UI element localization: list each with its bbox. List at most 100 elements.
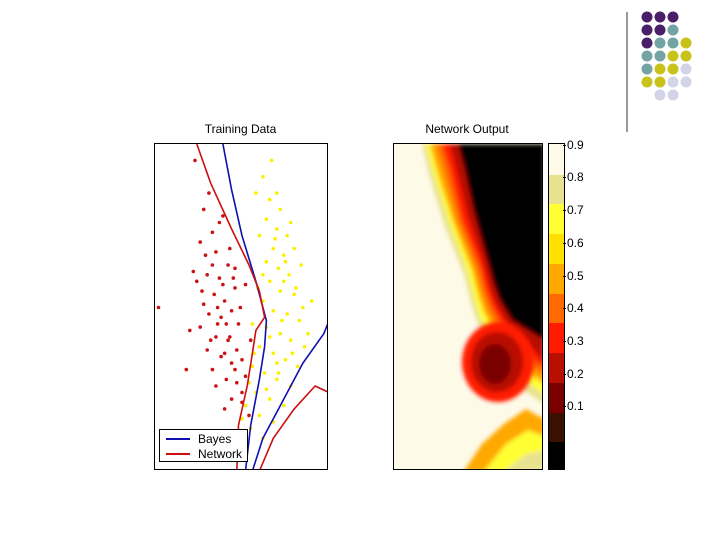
scatter-point <box>292 246 296 251</box>
legend-entry-network: Network <box>166 447 242 461</box>
scatter-point <box>268 197 272 202</box>
scatter-point <box>280 318 284 323</box>
legend-swatch-bayes <box>166 438 190 440</box>
scatter-point <box>283 259 288 264</box>
colorbar-segment <box>549 411 564 443</box>
scatter-point <box>219 315 223 320</box>
scatter-point <box>233 367 237 372</box>
scatter-point <box>306 331 310 336</box>
scatter-point <box>240 416 244 421</box>
scatter-point <box>207 312 211 316</box>
decoration-dot <box>641 24 653 36</box>
scatter-point <box>195 279 199 284</box>
decoration-dot <box>680 50 692 62</box>
colorbar-segment <box>549 441 564 469</box>
decoration-dot <box>654 24 666 36</box>
colorbar-tick-label: 0.7 <box>563 203 584 218</box>
decoration-dot <box>641 76 653 88</box>
scatter-point <box>282 279 286 284</box>
scatter-point <box>243 374 248 378</box>
scatter-point <box>240 390 244 395</box>
scatter-point <box>231 276 236 280</box>
scatter-point <box>247 413 251 418</box>
decoration-dot <box>667 11 679 23</box>
training-data-axes <box>154 143 328 470</box>
scatter-point <box>229 361 234 365</box>
scatter-point <box>264 217 269 221</box>
scatter-point <box>276 266 281 271</box>
decoration-dot <box>667 37 679 49</box>
colorbar-ticks: 0.1 0.2 0.3 0.4 0.5 0.6 0.7 0.8 0.9 <box>563 139 605 470</box>
network-output-axes <box>393 143 543 470</box>
scatter-point <box>210 263 215 267</box>
decoration-dot <box>641 63 653 75</box>
scatter-point <box>205 348 209 352</box>
scatter-point <box>243 403 248 408</box>
scatter-point <box>257 344 262 349</box>
scatter-point <box>275 191 279 195</box>
training-data-plot <box>156 144 327 469</box>
scatter-point <box>229 397 234 401</box>
scatter-point <box>188 328 192 333</box>
legend-entry-bayes: Bayes <box>166 432 231 446</box>
scatter-point <box>201 302 206 306</box>
decoration-dot <box>680 37 692 49</box>
scatter-point <box>268 335 272 339</box>
scatter-point <box>282 253 286 257</box>
scatter-point <box>224 377 229 382</box>
scatter-point <box>233 286 237 290</box>
scatter-point <box>215 305 220 310</box>
scatter-point <box>278 289 283 293</box>
colorbar <box>548 143 565 470</box>
scatter-point <box>264 259 269 264</box>
legend-label-bayes: Bayes <box>198 432 232 446</box>
scatter-point <box>271 309 276 313</box>
scatter-point <box>248 338 253 342</box>
decoration-dot <box>654 76 666 88</box>
colorbar-tick-label: 0.3 <box>563 333 584 348</box>
decoration-dot <box>667 50 679 62</box>
scatter-point <box>198 240 202 244</box>
scatter-point <box>285 312 289 316</box>
scatter-point <box>228 335 232 339</box>
colorbar-segment <box>549 292 564 324</box>
scatter-point <box>226 338 230 342</box>
scatter-point <box>275 361 279 365</box>
colorbar-segment <box>549 352 564 383</box>
boundary-line-network <box>196 144 266 469</box>
scatter-point <box>224 322 229 326</box>
heatmap-lower-khaki <box>506 450 542 469</box>
scatter-point <box>290 351 295 356</box>
decoration-dot <box>667 63 679 75</box>
scatter-point <box>215 322 220 326</box>
scatter-point <box>282 403 286 408</box>
colorbar-segment <box>549 262 564 294</box>
scatter-point <box>283 358 288 362</box>
colorbar-tick-label: 0.6 <box>563 235 584 250</box>
scatter-point <box>264 387 269 392</box>
scatter-point <box>275 377 279 382</box>
scatter-point <box>217 276 222 280</box>
colorbar-segment <box>549 144 564 175</box>
boundary-line-network <box>259 385 327 469</box>
colorbar-tick-label: 0.1 <box>563 399 584 414</box>
scatter-point <box>287 273 291 277</box>
slide-decoration <box>626 11 692 132</box>
legend-label-network: Network <box>198 447 243 461</box>
scatter-point <box>236 322 241 326</box>
decoration-dot-grid <box>641 11 692 101</box>
colorbar-tick-label: 0.4 <box>563 301 584 316</box>
scatter-point <box>254 191 258 195</box>
colorbar-segment <box>549 173 564 205</box>
scatter-point <box>235 380 239 385</box>
scatter-point <box>214 384 218 388</box>
scatter-point <box>275 227 279 231</box>
scatter-point <box>250 364 255 369</box>
decoration-dot <box>654 50 666 62</box>
decoration-dot <box>654 37 666 49</box>
scatter-point <box>271 246 276 251</box>
decoration-dot <box>641 37 653 49</box>
scatter-point <box>233 266 237 271</box>
scatter-point <box>219 354 223 359</box>
scatter-point <box>302 344 307 349</box>
